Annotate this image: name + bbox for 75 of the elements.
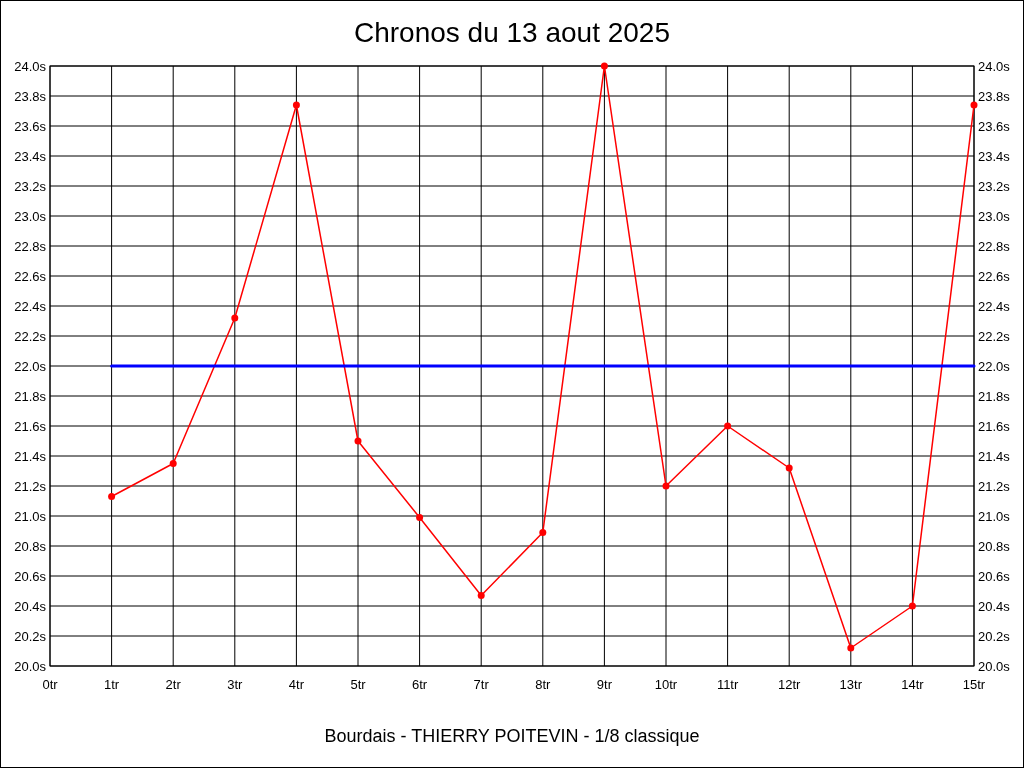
point [908, 602, 916, 610]
x-tick-label: 4tr [288, 677, 305, 692]
chart-title: Chronos du 13 aout 2025 [353, 17, 671, 48]
x-tick-label: 8tr [535, 677, 552, 692]
point [108, 493, 116, 500]
y2-tick-label: 20.6s [978, 569, 1011, 584]
x-tick-label: 12tr [778, 677, 802, 692]
y-tick-label: 23.4s [14, 149, 47, 164]
point [847, 644, 855, 652]
x-tick-label: 15tr [962, 677, 986, 692]
point [600, 62, 608, 70]
point [724, 422, 732, 430]
y2-tick-label: 22.8s [978, 239, 1011, 254]
y2-tick-label: 21.0s [978, 509, 1011, 524]
y2-tick-label: 20.4s [978, 599, 1011, 614]
y-tick-label: 22.6s [14, 269, 47, 284]
y-tick-label: 23.2s [14, 179, 47, 194]
point [169, 460, 177, 467]
y2-tick-label: 21.4s [978, 449, 1011, 464]
y2-tick-label: 21.2s [978, 479, 1011, 494]
y-tick-label: 23.8s [14, 89, 47, 104]
y2-tick-label: 22.6s [978, 269, 1011, 284]
x-tick-label: 10tr [654, 677, 678, 692]
point [477, 592, 485, 599]
y-tick-label: 24.0s [14, 59, 47, 74]
y-tick-label: 22.8s [14, 239, 47, 254]
y2-tick-label: 23.2s [978, 179, 1011, 194]
y2-tick-label: 20.0s [978, 659, 1011, 674]
x-tick-label: 13tr [839, 677, 863, 692]
y2-tick-label: 23.0s [978, 209, 1011, 224]
y-tick-label: 23.6s [14, 119, 47, 134]
point [354, 437, 362, 445]
y2-tick-label: 23.4s [978, 149, 1011, 164]
x-tick-label: 0tr [42, 677, 59, 692]
y-tick-label: 20.6s [14, 569, 47, 584]
y2-tick-label: 22.4s [978, 299, 1011, 314]
x-tick-label: 9tr [596, 677, 613, 692]
y-tick-label: 20.8s [14, 539, 47, 554]
y-tick-label: 23.0s [14, 209, 47, 224]
x-tick-label: 6tr [412, 677, 428, 692]
point [539, 529, 547, 536]
point [231, 314, 239, 322]
y-tick-label: 20.2s [14, 629, 47, 644]
y-tick-label: 21.2s [14, 479, 47, 494]
y2-tick-label: 21.8s [978, 389, 1011, 404]
y2-tick-label: 22.0s [978, 359, 1011, 374]
point [662, 482, 670, 490]
y2-tick-label: 21.6s [978, 419, 1011, 434]
y-tick-label: 21.0s [14, 509, 47, 524]
y-tick-label: 21.6s [14, 419, 47, 434]
x-tick-label: 14tr [901, 677, 925, 692]
y-tick-label: 20.0s [14, 659, 47, 674]
y2-tick-label: 23.8s [978, 89, 1011, 104]
y2-tick-label: 22.2s [978, 329, 1011, 344]
point [785, 464, 793, 472]
y2-tick-label: 20.8s [978, 539, 1011, 554]
y-tick-label: 20.4s [14, 599, 47, 614]
y-tick-label: 22.4s [14, 299, 47, 314]
point [970, 101, 978, 109]
y-tick-label: 22.0s [14, 359, 47, 374]
y-tick-label: 21.4s [14, 449, 47, 464]
y2-tick-label: 20.2s [978, 629, 1011, 644]
y-tick-label: 22.2s [14, 329, 47, 344]
point [416, 514, 424, 521]
y2-tick-label: 24.0s [978, 59, 1011, 74]
x-tick-label: 1tr [104, 677, 120, 692]
x-tick-label: 7tr [473, 677, 490, 692]
x-tick-label: 5tr [350, 677, 367, 692]
x-tick-label: 2tr [165, 677, 182, 692]
y-tick-label: 21.8s [14, 389, 47, 404]
x-tick-label: 3tr [227, 677, 244, 692]
x-tick-label: 11tr [716, 677, 739, 692]
point [292, 101, 300, 109]
y2-tick-label: 23.6s [978, 119, 1011, 134]
x-axis-title: Bourdais - THIERRY POITEVIN - 1/8 classique [324, 726, 700, 746]
